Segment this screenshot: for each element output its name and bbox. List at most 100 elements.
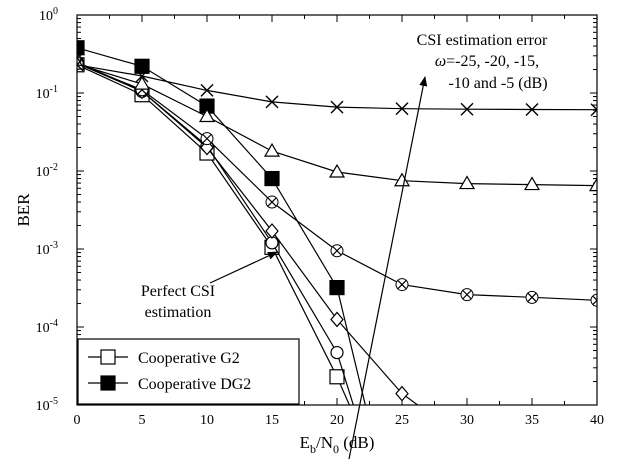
- plot-frame: [76, 14, 598, 406]
- arrow-csi-error: [348, 76, 428, 460]
- marker-shape: [590, 293, 597, 307]
- marker-shape: [77, 58, 84, 72]
- marker-shape: [100, 375, 116, 391]
- x-tick-label: 30: [460, 413, 474, 428]
- marker-cross: [462, 290, 472, 300]
- marker-square-filled: [100, 375, 116, 391]
- marker-cross: [332, 246, 342, 256]
- marker-x: [77, 58, 84, 72]
- y-axis-title: BER: [14, 193, 33, 227]
- marker-x: [525, 102, 539, 116]
- marker-shape: [329, 369, 345, 385]
- marker-circle-x: [265, 195, 279, 209]
- marker-square-open: [329, 369, 345, 385]
- marker-square-filled: [264, 170, 280, 187]
- marker-shape: [133, 75, 151, 90]
- series-line: [77, 47, 366, 405]
- marker-x: [200, 83, 214, 97]
- series-line: [77, 64, 351, 405]
- legend-label: Cooperative DG2: [138, 376, 251, 393]
- marker-triangle-open: [523, 176, 541, 191]
- marker-circle-x: [200, 132, 214, 146]
- marker-x: [590, 103, 597, 117]
- marker-diamond-open: [265, 223, 279, 239]
- marker-shape: [100, 349, 116, 365]
- marker-shape: [264, 170, 280, 187]
- legend-entry: Cooperative G2: [88, 349, 240, 367]
- marker-shape: [588, 177, 597, 192]
- marker-shape: [458, 175, 476, 190]
- legend-label: Cooperative G2: [138, 350, 240, 367]
- marker-shape: [134, 58, 150, 74]
- marker-shape: [460, 102, 474, 116]
- series-square-filled: [77, 40, 366, 405]
- marker-triangle-open: [393, 172, 411, 187]
- annotation-perfect-csi-line2: estimation: [145, 304, 212, 321]
- marker-diamond-open: [395, 385, 409, 402]
- y-tick-label: 10-3: [36, 240, 58, 258]
- y-tick-label: 10-2: [36, 162, 58, 180]
- marker-shape: [263, 142, 281, 157]
- marker-x: [135, 69, 149, 83]
- series-triangle-open: [77, 55, 597, 192]
- marker-shape: [329, 279, 345, 296]
- marker-cross: [527, 292, 537, 302]
- annotation-perfect-csi-line1: Perfect CSI: [141, 283, 215, 300]
- marker-circle-x: [395, 278, 409, 292]
- marker-shape: [525, 102, 539, 116]
- marker-shape: [590, 103, 597, 117]
- x-tick-label: 35: [525, 413, 539, 428]
- marker-circle-x: [330, 244, 344, 258]
- x-axis-title: Eb/N0 (dB): [300, 433, 375, 456]
- series-line: [77, 62, 597, 301]
- marker-shape: [328, 163, 346, 178]
- arrow-perfect-csi: [209, 251, 278, 284]
- marker-shape: [265, 223, 279, 239]
- marker-circle-x: [525, 290, 539, 304]
- legend: Cooperative G2 Cooperative DG2: [77, 338, 300, 405]
- marker-shape: [265, 95, 279, 109]
- marker-shape: [330, 311, 344, 328]
- marker-square-open: [100, 349, 116, 365]
- y-tick-label: 10-5: [36, 396, 58, 414]
- series-x: [77, 58, 597, 117]
- marker-circle-x: [590, 293, 597, 307]
- marker-triangle-open: [263, 142, 281, 157]
- marker-cross: [397, 280, 407, 289]
- marker-triangle-open: [328, 163, 346, 178]
- marker-shape: [393, 172, 411, 187]
- marker-shape: [198, 108, 216, 123]
- x-tick-label: 15: [265, 413, 279, 428]
- x-tick-label: 10: [200, 413, 214, 428]
- marker-square-filled: [329, 279, 345, 296]
- marker-square-filled: [134, 58, 150, 74]
- marker-shape: [395, 385, 409, 402]
- marker-cross: [267, 197, 277, 207]
- marker-shape: [135, 69, 149, 83]
- annotation-csi-error-line1: CSI estimation error: [417, 32, 548, 49]
- marker-cross: [202, 134, 212, 144]
- marker-shape: [200, 83, 214, 97]
- marker-diamond-open: [330, 311, 344, 328]
- marker-cross: [592, 295, 597, 305]
- marker-shape: [395, 102, 409, 116]
- marker-shape: [77, 40, 85, 56]
- marker-triangle-open: [458, 175, 476, 190]
- plot-area: [77, 40, 597, 405]
- marker-square-filled: [77, 40, 85, 56]
- marker-x: [330, 100, 344, 114]
- series-circle-x: [77, 56, 597, 307]
- marker-x: [460, 102, 474, 116]
- annotation-csi-error-line2: ω=-25, -20, -15,: [435, 53, 539, 70]
- marker-shape: [330, 100, 344, 114]
- marker-circle-open: [330, 345, 344, 360]
- x-tick-label: 20: [330, 413, 344, 428]
- marker-circle-x: [460, 288, 474, 302]
- legend-box: [77, 338, 300, 405]
- y-tick-label: 100: [39, 6, 58, 24]
- y-tick-label: 10-1: [36, 84, 58, 102]
- marker-triangle-open: [133, 75, 151, 90]
- x-tick-label: 0: [74, 413, 81, 428]
